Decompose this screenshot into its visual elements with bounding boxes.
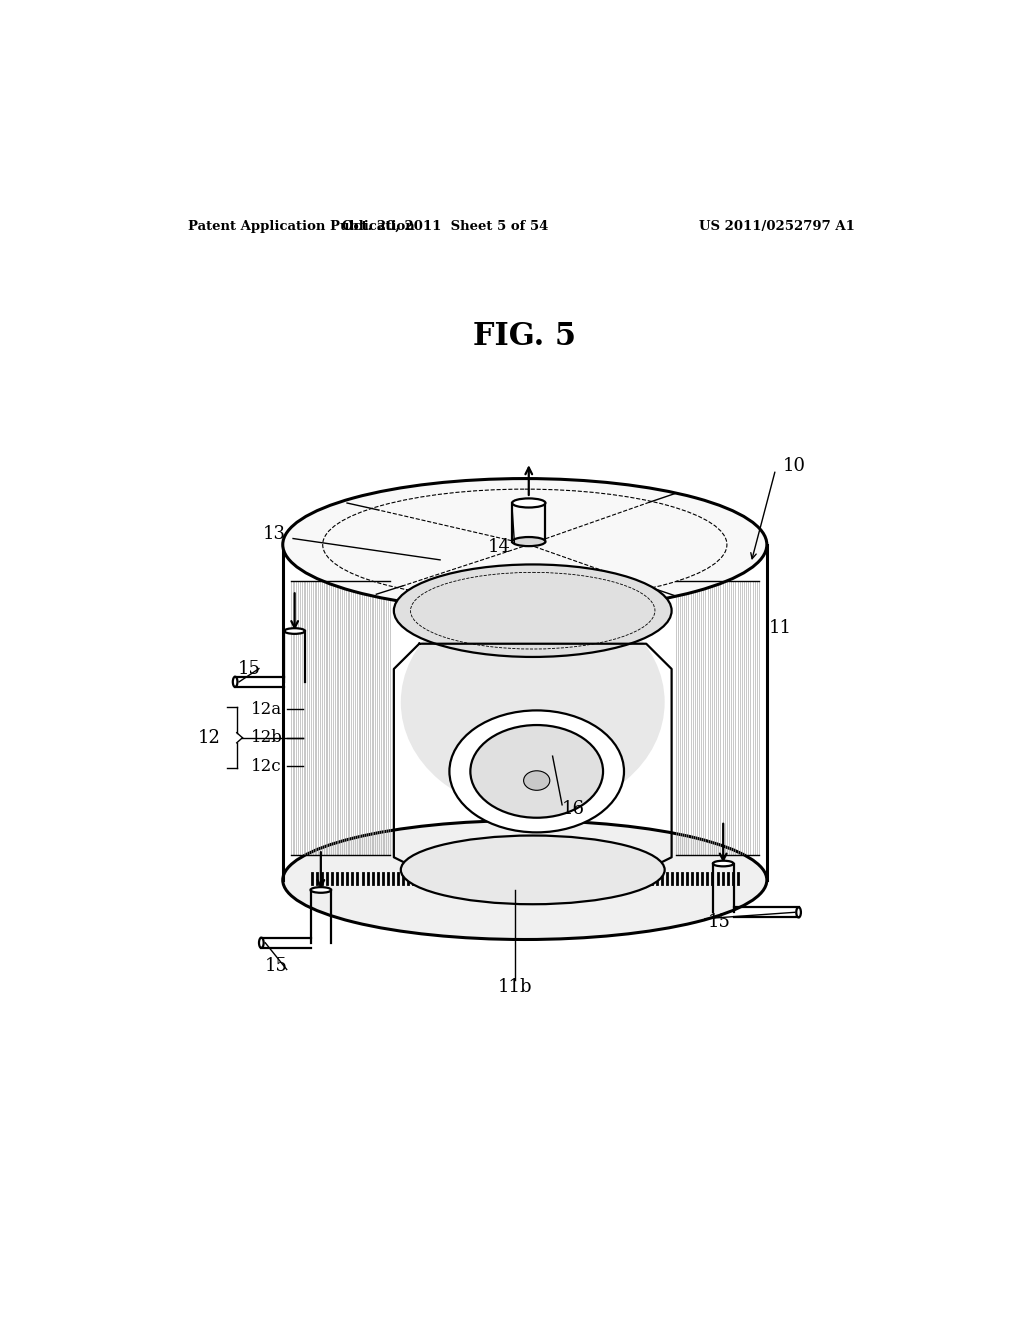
- Text: US 2011/0252797 A1: US 2011/0252797 A1: [699, 220, 855, 234]
- Ellipse shape: [283, 821, 767, 940]
- Ellipse shape: [512, 499, 546, 507]
- Ellipse shape: [283, 479, 767, 611]
- Text: 15: 15: [708, 912, 730, 931]
- Ellipse shape: [713, 861, 733, 866]
- Ellipse shape: [512, 537, 546, 546]
- Ellipse shape: [232, 677, 238, 686]
- Text: 14: 14: [487, 537, 510, 556]
- Ellipse shape: [797, 907, 801, 917]
- Ellipse shape: [450, 710, 624, 833]
- Ellipse shape: [470, 725, 603, 817]
- Text: 16: 16: [562, 800, 585, 818]
- Text: 11: 11: [769, 619, 793, 638]
- Text: Oct. 20, 2011  Sheet 5 of 54: Oct. 20, 2011 Sheet 5 of 54: [342, 220, 549, 234]
- Text: 15: 15: [264, 957, 288, 975]
- Text: 10: 10: [782, 457, 806, 475]
- Text: 12: 12: [198, 729, 221, 747]
- Ellipse shape: [310, 887, 331, 892]
- Text: 13: 13: [263, 525, 286, 544]
- Text: Patent Application Publication: Patent Application Publication: [187, 220, 415, 234]
- Ellipse shape: [400, 836, 665, 904]
- Ellipse shape: [285, 628, 305, 634]
- Ellipse shape: [400, 593, 665, 812]
- Text: FIG. 5: FIG. 5: [473, 321, 577, 351]
- Text: 15: 15: [238, 660, 260, 677]
- Text: 12c: 12c: [251, 758, 282, 775]
- Text: 12b: 12b: [251, 729, 283, 746]
- Ellipse shape: [259, 937, 263, 948]
- Ellipse shape: [523, 771, 550, 791]
- Text: 12a: 12a: [251, 701, 283, 718]
- Ellipse shape: [394, 565, 672, 657]
- Text: 11b: 11b: [498, 978, 532, 995]
